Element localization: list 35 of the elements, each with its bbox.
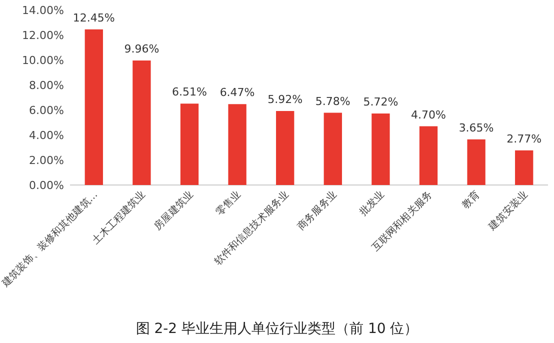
x-tick-label: 教育 — [460, 188, 482, 212]
x-tick-label: 零售业 — [214, 188, 244, 218]
bar — [180, 104, 199, 185]
y-tick-label: 12.00% — [22, 29, 64, 42]
bar — [228, 104, 246, 185]
data-label: 5.78% — [315, 94, 350, 108]
x-tick-label: 商务服务业 — [295, 188, 340, 232]
data-label: 6.51% — [172, 86, 207, 99]
data-label: 6.47% — [220, 86, 255, 100]
bar — [372, 114, 390, 185]
x-tick-label: 建筑安装业 — [486, 188, 530, 234]
data-label: 12.45% — [72, 11, 115, 24]
bar — [419, 126, 438, 185]
data-label: 5.92% — [268, 93, 303, 106]
y-tick-label: 8.00% — [29, 79, 64, 92]
y-tick-label: 2.00% — [29, 154, 64, 167]
x-tick-label: 批发业 — [357, 188, 387, 218]
y-tick-label: 0.00% — [29, 179, 64, 192]
bar — [84, 29, 103, 185]
bar — [132, 60, 151, 185]
y-tick-label: 10.00% — [22, 54, 64, 67]
bar — [515, 150, 534, 185]
data-label: 3.65% — [458, 121, 494, 134]
data-label: 4.70% — [411, 108, 446, 122]
y-tick-label: 6.00% — [29, 104, 64, 117]
data-label: 9.96% — [124, 42, 160, 56]
x-tick-label: 房屋建筑业 — [152, 188, 196, 232]
data-label: 2.77% — [506, 132, 542, 146]
bar — [324, 112, 342, 185]
y-tick-label: 14.00% — [22, 4, 64, 17]
bar — [467, 139, 486, 185]
data-label: 5.72% — [363, 96, 398, 108]
y-tick-label: 4.00% — [29, 129, 64, 142]
bar — [276, 111, 294, 185]
caption: 图 2-2 毕业生用人单位行业类型（前 10 位） — [136, 321, 418, 337]
